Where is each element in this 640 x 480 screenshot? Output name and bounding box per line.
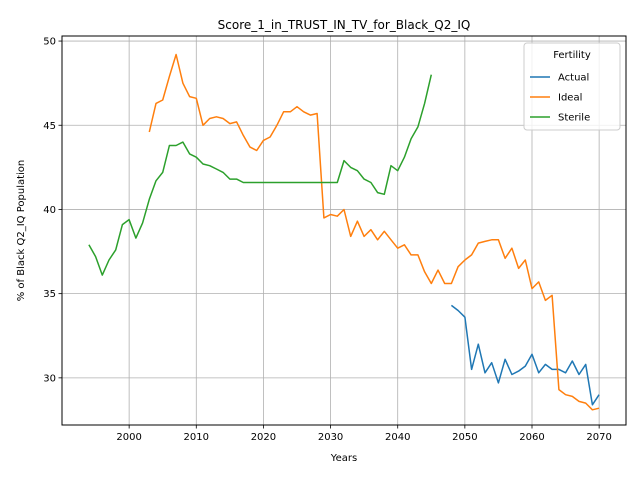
x-tick-label: 2020 xyxy=(251,432,276,443)
series-lines xyxy=(88,53,600,411)
x-tick-label: 2010 xyxy=(184,432,209,443)
x-tick-label: 2070 xyxy=(586,432,611,443)
legend: Fertility Actual Ideal Sterile xyxy=(523,42,621,131)
x-tick-label: 2040 xyxy=(385,432,410,443)
legend-label-sterile: Sterile xyxy=(558,113,590,124)
legend-title: Fertility xyxy=(553,50,591,61)
plot-area-frame xyxy=(61,35,627,426)
series-line-sterile xyxy=(88,74,433,276)
legend-label-actual: Actual xyxy=(558,73,589,84)
legend-box xyxy=(523,42,621,131)
x-axis-label: Years xyxy=(330,453,357,464)
chart-title: Score_1_in_TRUST_IN_TV_for_Black_Q2_IQ xyxy=(218,18,471,32)
x-tick-label: 2050 xyxy=(452,432,477,443)
y-tick-label: 40 xyxy=(43,205,56,216)
x-tick-label: 2000 xyxy=(116,432,141,443)
series-line-ideal xyxy=(148,53,600,411)
x-tick-label: 2060 xyxy=(519,432,544,443)
legend-label-ideal: Ideal xyxy=(558,93,582,104)
y-tick-label: 50 xyxy=(43,37,56,48)
y-tick-label: 45 xyxy=(43,121,56,132)
y-axis-label: % of Black Q2_IQ Population xyxy=(16,160,27,302)
legend-items: Actual Ideal Sterile xyxy=(530,73,590,124)
series-line-actual xyxy=(450,304,600,406)
y-tick-label: 30 xyxy=(43,373,56,384)
x-tick-label: 2030 xyxy=(318,432,343,443)
y-tick-label: 35 xyxy=(43,289,56,300)
axis-ticks: 2000 2010 2020 2030 2040 2050 2060 2070 30 35 40 45… xyxy=(43,37,612,443)
